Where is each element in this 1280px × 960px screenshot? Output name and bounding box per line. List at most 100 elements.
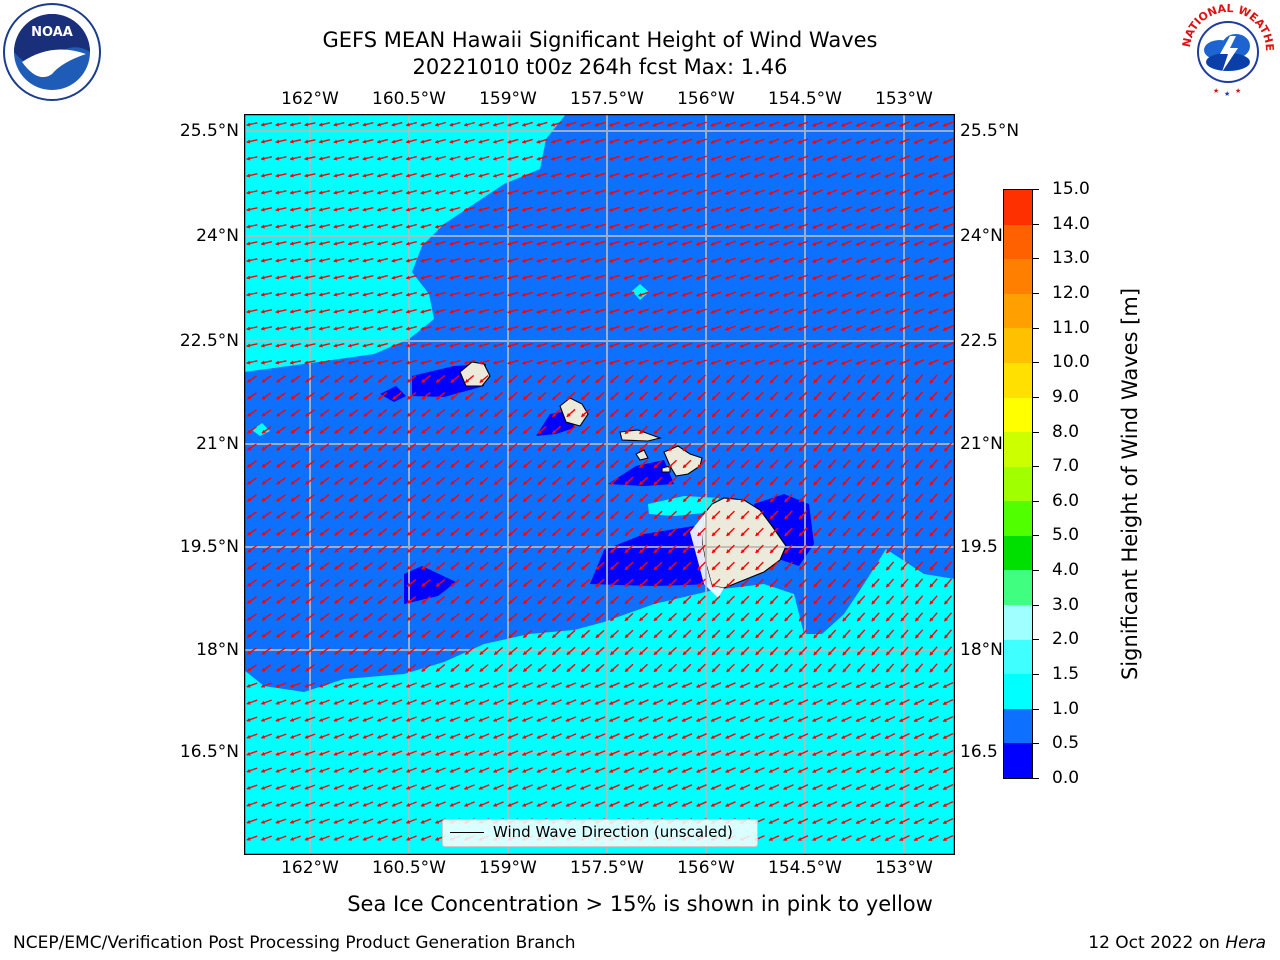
wind-wave-arrowhead (492, 717, 498, 722)
wind-wave-arrowhead (652, 275, 657, 280)
wind-wave-arrowhead (507, 360, 512, 365)
wind-wave-arrowhead (898, 292, 904, 297)
wind-wave-arrowhead (755, 430, 760, 435)
wind-wave-arrowhead (740, 413, 745, 418)
wind-wave-arrowhead (508, 395, 513, 400)
wind-wave-arrowhead (377, 463, 383, 468)
svg-text:★: ★ (1213, 87, 1219, 95)
lon-tick-bottom: 154.5°W (768, 858, 842, 878)
wind-wave-arrowhead (768, 258, 773, 263)
wind-wave-arrowhead (695, 224, 701, 229)
wind-wave-arrowhead (449, 241, 454, 246)
colorbar-tick-mark (1033, 223, 1039, 225)
wind-wave-arrowhead (753, 309, 759, 314)
wind-wave-arrowhead (869, 258, 875, 263)
wind-wave-arrowhead (652, 190, 657, 195)
wind-wave-arrowhead (508, 514, 513, 519)
wind-wave-arrowhead (333, 224, 338, 229)
wind-wave-arrowhead (711, 498, 716, 503)
wind-wave-arrowhead (769, 668, 774, 673)
wind-wave-arrowhead (391, 139, 396, 144)
wind-wave-arrowhead (334, 650, 339, 655)
wind-wave-arrowhead (305, 582, 310, 587)
wind-wave-arrowhead (376, 139, 381, 144)
wind-wave-arrowhead (639, 566, 644, 571)
wind-wave-arrowhead (334, 667, 339, 672)
wind-wave-arrowhead (492, 326, 497, 331)
wind-wave-arrowhead (420, 326, 425, 331)
wind-wave-arrowhead (405, 122, 410, 127)
wind-wave-arrowhead (376, 717, 382, 722)
wind-wave-arrowhead (610, 531, 615, 537)
wind-wave-arrowhead (610, 480, 615, 486)
wind-wave-arrowhead (842, 566, 847, 571)
wind-wave-arrowhead (884, 122, 889, 127)
wind-wave-arrowhead (668, 549, 673, 554)
wind-wave-arrowhead (886, 651, 891, 656)
wind-wave-arrowhead (276, 378, 281, 383)
colorbar-tick-label: 9.0 (1052, 386, 1080, 407)
wind-wave-arrowhead (753, 173, 759, 178)
wind-wave-arrowhead (869, 275, 875, 280)
wind-wave-arrowhead (610, 446, 615, 452)
wind-wave-arrowhead (944, 566, 949, 571)
wind-wave-arrowhead (522, 599, 528, 604)
wind-wave-arrowhead (318, 683, 324, 688)
wind-wave-arrowhead (363, 599, 368, 604)
wind-wave-arrowhead (681, 224, 686, 229)
wind-wave-arrowhead (479, 412, 484, 417)
wind-wave-arrowhead (682, 600, 687, 605)
wind-wave-arrowhead (479, 650, 484, 655)
wind-wave-arrowhead (521, 360, 527, 365)
wind-wave-arrowhead (653, 651, 658, 656)
wind-wave-arrowhead (333, 700, 338, 705)
wind-wave-arrowhead (347, 275, 352, 280)
lon-tick-bottom: 160.5°W (372, 858, 446, 878)
wind-wave-arrowhead (639, 651, 644, 656)
wind-wave-arrowhead (392, 599, 397, 604)
wind-wave-arrowhead (536, 360, 541, 365)
wind-wave-arrowhead (769, 634, 774, 639)
wind-wave-arrowhead (450, 599, 455, 604)
wind-wave-arrowhead (391, 326, 396, 331)
wind-wave-arrowhead (579, 700, 585, 705)
wind-wave-arrowhead (318, 275, 323, 280)
wind-wave-arrowhead (871, 634, 876, 639)
wind-wave-arrowhead (536, 343, 541, 348)
wind-wave-arrowhead (913, 360, 918, 365)
wind-wave-arrowhead (855, 122, 860, 127)
wind-wave-arrowhead (929, 566, 934, 571)
wind-wave-arrowhead (666, 190, 672, 195)
wind-wave-arrowhead (318, 207, 323, 212)
colorbar-segment (1004, 569, 1032, 606)
wind-wave-arrowhead (348, 599, 354, 604)
wind-wave-arrowhead (886, 549, 891, 554)
wind-wave-arrowhead (666, 241, 672, 246)
wind-wave-arrowhead (565, 190, 570, 195)
wind-wave-arrowhead (725, 684, 730, 688)
lon-tick-top: 159°W (479, 89, 537, 109)
wind-wave-arrowhead (782, 258, 788, 263)
wind-wave-arrowhead (406, 531, 412, 536)
wind-wave-arrowhead (697, 413, 702, 418)
wind-wave-arrowhead (668, 430, 673, 435)
wind-wave-arrowhead (724, 173, 730, 178)
wind-wave-arrowhead (827, 515, 833, 520)
wind-wave-arrowhead (840, 190, 846, 195)
wind-wave-arrowhead (784, 498, 789, 503)
wind-wave-arrowhead (319, 497, 325, 502)
wind-wave-arrowhead (782, 241, 788, 246)
wind-wave-arrowhead (579, 292, 585, 297)
wind-wave-arrowhead (550, 122, 556, 127)
wind-wave-arrowhead (668, 515, 673, 520)
wind-wave-arrowhead (594, 683, 599, 688)
wind-wave-arrowhead (421, 429, 426, 434)
wind-wave-arrowhead (522, 531, 528, 536)
wind-wave-arrowhead (260, 224, 265, 229)
wind-wave-arrowhead (869, 122, 875, 127)
wind-wave-arrowhead (798, 481, 804, 486)
wind-wave-arrowhead (711, 600, 716, 605)
wind-wave-arrowhead (856, 651, 862, 656)
wind-wave-arrowhead (840, 224, 846, 229)
wind-wave-arrowhead (537, 378, 542, 383)
